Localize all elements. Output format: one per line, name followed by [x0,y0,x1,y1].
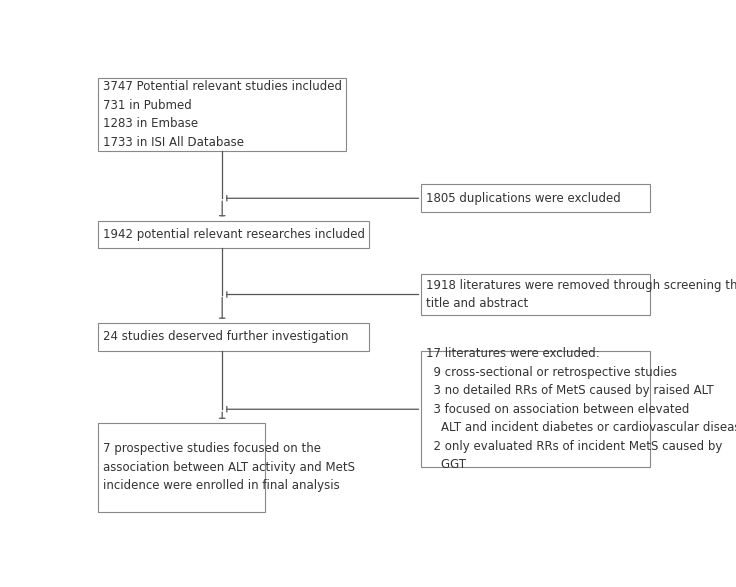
Text: 1918 literatures were removed through screening the
title and abstract: 1918 literatures were removed through sc… [426,279,736,311]
FancyBboxPatch shape [98,221,369,248]
FancyBboxPatch shape [98,423,265,512]
FancyBboxPatch shape [98,323,369,350]
Text: 1942 potential relevant researches included: 1942 potential relevant researches inclu… [103,228,365,241]
FancyBboxPatch shape [98,78,346,151]
FancyBboxPatch shape [422,275,650,315]
Text: 7 prospective studies focused on the
association between ALT activity and MetS
i: 7 prospective studies focused on the ass… [103,443,355,492]
Text: 24 studies deserved further investigation: 24 studies deserved further investigatio… [103,330,348,343]
FancyBboxPatch shape [422,352,650,467]
Text: 1805 duplications were excluded: 1805 duplications were excluded [426,192,620,205]
Text: 3747 Potential relevant studies included
731 in Pubmed
1283 in Embase
1733 in IS: 3747 Potential relevant studies included… [103,80,342,149]
Text: 17 literatures were excluded:
  9 cross-sectional or retrospective studies
  3 n: 17 literatures were excluded: 9 cross-se… [426,348,736,471]
FancyBboxPatch shape [422,184,650,212]
